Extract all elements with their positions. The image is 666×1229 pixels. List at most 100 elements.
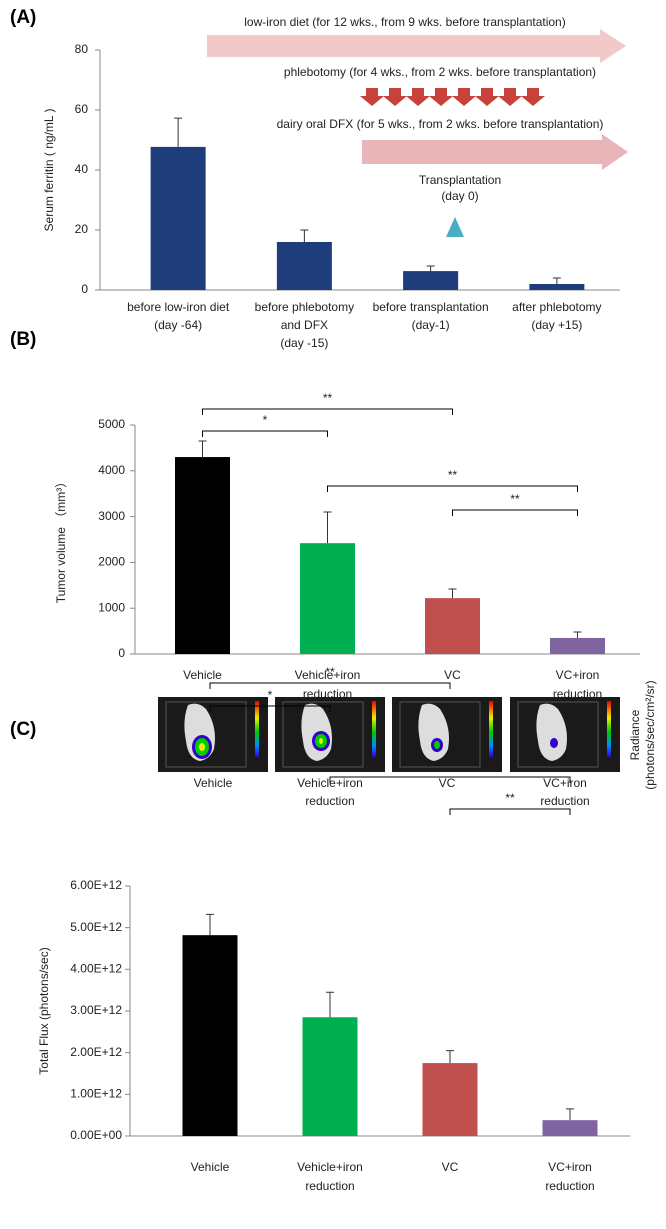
error-bar (174, 117, 183, 147)
y-axis-title: Serum ferritin ( ng/mL ) (42, 109, 56, 232)
category-label: (day -64) (154, 318, 202, 332)
panel-label: (B) (10, 329, 36, 350)
category-label: before phlebotomy (255, 300, 354, 314)
category-label: reduction (553, 687, 602, 701)
annotation: phlebotomy (for 4 wks., from 2 wks. befo… (284, 65, 596, 79)
y-tick-label: 0 (81, 282, 88, 296)
imaging-panels (158, 697, 620, 772)
category-label: reduction (303, 687, 352, 701)
y-axis-title: Tumor volume （mm³） (54, 476, 68, 604)
category-label: Vehicle+iron (297, 1160, 363, 1174)
significance-bracket (449, 808, 571, 815)
bar (542, 1120, 598, 1136)
bar (422, 1063, 478, 1136)
bar (403, 271, 459, 290)
bar (529, 284, 585, 290)
y-tick-label: 40 (75, 162, 89, 176)
bar (182, 935, 238, 1136)
bar (150, 146, 206, 290)
error-bar (206, 913, 214, 936)
error-bar (566, 1108, 574, 1121)
category-label: VC (439, 776, 456, 790)
phlebotomy-arrows (360, 88, 545, 106)
image-legend: Radiance (628, 709, 642, 760)
error-bar (323, 511, 332, 544)
significance-bracket (209, 682, 451, 689)
category-label: (day -15) (280, 336, 328, 350)
significance-label: ** (505, 791, 515, 805)
annotation: (day 0) (441, 189, 478, 203)
category-label: VC+iron (543, 776, 587, 790)
y-tick-label: 2000 (98, 555, 125, 569)
significance-bracket (209, 705, 331, 712)
annotation: dairy oral DFX (for 5 wks., from 2 wks. … (277, 117, 604, 131)
panel-label: (C) (10, 719, 36, 740)
category-label: before transplantation (373, 300, 489, 314)
category-label: Vehicle+iron (297, 776, 363, 790)
significance-bracket (329, 776, 571, 783)
category-label: and DFX (281, 318, 328, 332)
y-tick-label: 0 (118, 646, 125, 660)
annotation: low-iron diet (for 12 wks., from 9 wks. … (244, 15, 565, 29)
bar (302, 1017, 358, 1136)
y-tick-label: 80 (75, 42, 89, 56)
significance-label: * (263, 413, 268, 427)
y-tick-label: 5.00E+12 (70, 920, 122, 934)
y-tick-label: 5000 (98, 417, 125, 431)
error-bar (300, 229, 309, 242)
category-label: reduction (545, 1179, 594, 1193)
bar (276, 242, 332, 290)
significance-label: * (268, 688, 273, 702)
significance-label: ** (323, 391, 333, 405)
y-axis-title: Total Flux (photons/sec) (37, 947, 51, 1074)
category-label: Vehicle (191, 1160, 230, 1174)
y-tick-label: 4.00E+12 (70, 962, 122, 976)
category-label: before low-iron diet (127, 300, 230, 314)
y-tick-label: 20 (75, 222, 89, 236)
y-tick-label: 0.00E+00 (70, 1128, 122, 1142)
category-label: VC (444, 668, 461, 682)
significance-bracket (202, 430, 328, 437)
category-label: VC+iron (556, 668, 600, 682)
significance-label: ** (445, 759, 455, 773)
transplant-marker (446, 217, 464, 237)
category-label: VC (442, 1160, 459, 1174)
error-bar (448, 588, 457, 599)
category-label: VC+iron (548, 1160, 592, 1174)
panel-label: (A) (10, 7, 36, 28)
category-label: Vehicle (194, 776, 233, 790)
significance-label: ** (325, 665, 335, 679)
category-label: reduction (305, 794, 354, 808)
error-bar (326, 991, 334, 1018)
y-tick-label: 4000 (98, 463, 125, 477)
bar (300, 543, 355, 654)
y-tick-label: 3000 (98, 509, 125, 523)
significance-bracket (202, 408, 453, 415)
diet-arrow (207, 29, 626, 63)
significance-bracket (452, 509, 578, 516)
category-label: (day-1) (412, 318, 450, 332)
error-bar (198, 440, 207, 458)
annotation: Transplantation (419, 173, 501, 187)
category-label: Vehicle (183, 668, 222, 682)
y-tick-label: 60 (75, 102, 89, 116)
image-legend: (photons/sec/cm²/sr) (643, 680, 657, 789)
significance-bracket (327, 485, 578, 492)
bar (175, 457, 230, 654)
category-label: Vehicle+iron (295, 668, 361, 682)
error-bar (573, 631, 582, 638)
dfx-arrow (362, 134, 628, 170)
y-tick-label: 6.00E+12 (70, 878, 122, 892)
error-bar (552, 277, 561, 284)
bar (425, 598, 480, 654)
significance-label: ** (510, 492, 520, 506)
bar (550, 637, 605, 654)
y-tick-label: 1.00E+12 (70, 1087, 122, 1101)
category-label: reduction (305, 1179, 354, 1193)
category-label: after phlebotomy (512, 300, 601, 314)
y-tick-label: 1000 (98, 600, 125, 614)
error-bar (426, 265, 435, 272)
y-tick-label: 3.00E+12 (70, 1003, 122, 1017)
significance-label: ** (448, 468, 458, 482)
